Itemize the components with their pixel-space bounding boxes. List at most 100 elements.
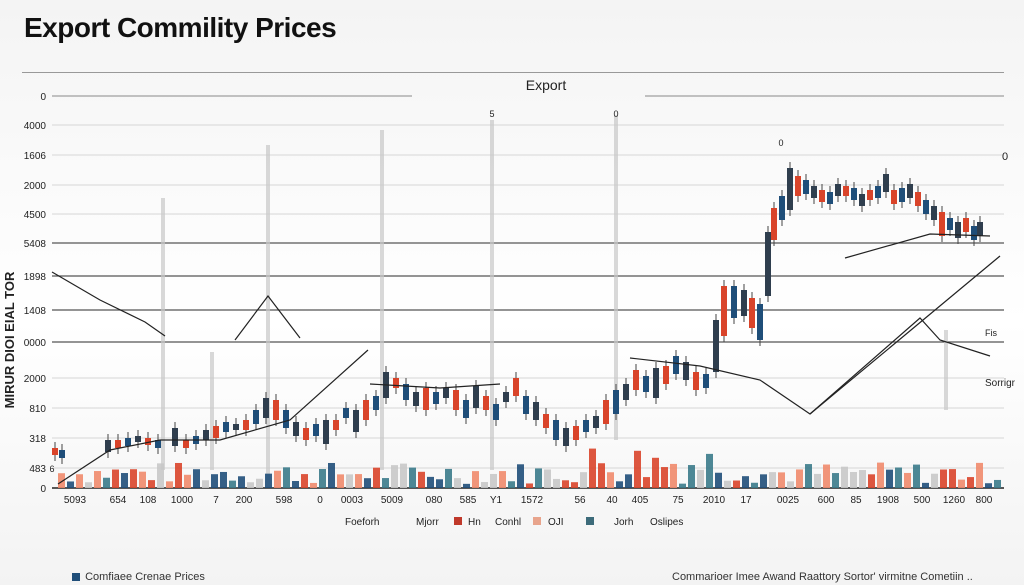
x-tick-label: 5093 xyxy=(64,495,87,506)
candle-body xyxy=(915,192,921,206)
x-tick-label: 7 xyxy=(213,495,219,506)
candle-body xyxy=(811,186,817,198)
candle-body xyxy=(333,420,339,430)
volume-bar xyxy=(409,467,416,488)
volume-bar xyxy=(130,469,137,488)
volume-bar xyxy=(796,469,803,488)
candle-body xyxy=(293,422,299,436)
volume-bar xyxy=(616,481,623,488)
candle-body xyxy=(749,298,755,328)
volume-bar xyxy=(652,457,659,488)
candle-body xyxy=(183,440,189,448)
candle-body xyxy=(393,378,399,388)
x-tick-label: 2010 xyxy=(703,495,726,506)
candle-body xyxy=(653,368,659,398)
candle-body xyxy=(423,388,429,410)
candle-body xyxy=(899,188,905,202)
candle-body xyxy=(765,232,771,296)
volume-bar xyxy=(751,482,758,488)
legend-label: OJI xyxy=(548,517,564,528)
volume-spike xyxy=(944,330,948,410)
y-tick-label: 5408 xyxy=(24,239,47,250)
volume-bar xyxy=(346,474,353,488)
candle-body xyxy=(155,440,161,448)
y-tick-label: 318 xyxy=(29,434,46,445)
candle-body xyxy=(683,362,689,380)
volume-bar xyxy=(256,478,263,488)
candle-body xyxy=(503,392,509,402)
volume-bar xyxy=(319,469,326,488)
volume-bar xyxy=(193,469,200,488)
volume-bar xyxy=(562,480,569,488)
volume-bar xyxy=(454,478,461,488)
volume-bar xyxy=(292,481,299,488)
y-tick-label: 483 xyxy=(29,464,46,475)
trend-line xyxy=(809,255,1001,415)
volume-bar xyxy=(769,472,776,488)
volume-bar xyxy=(778,472,785,488)
candle-body xyxy=(731,286,737,318)
candle-body xyxy=(213,426,219,438)
volume-bar xyxy=(922,482,929,488)
volume-bar xyxy=(976,462,983,488)
y-tick-label: 2000 xyxy=(24,181,47,192)
candle-body xyxy=(643,376,649,392)
volume-bar xyxy=(274,470,281,488)
candle-body xyxy=(145,438,151,445)
volume-bar xyxy=(67,481,74,488)
candle-body xyxy=(303,428,309,440)
candle-body xyxy=(851,188,857,200)
volume-bar xyxy=(517,464,524,488)
legend-label: Conhl xyxy=(495,517,521,528)
annotation-label: 0 xyxy=(613,109,618,119)
volume-bar xyxy=(283,467,290,488)
volume-bar xyxy=(382,478,389,488)
footer-swatch-icon xyxy=(72,573,80,582)
volume-spike xyxy=(614,115,618,440)
volume-bar xyxy=(607,472,614,488)
candle-body xyxy=(603,400,609,424)
volume-bar xyxy=(661,467,668,488)
x-tick-label: 654 xyxy=(110,495,127,506)
candle-body xyxy=(771,208,777,240)
volume-bar xyxy=(544,469,551,488)
candle-body xyxy=(963,218,969,232)
volume-bar xyxy=(94,471,101,488)
volume-bar xyxy=(868,474,875,488)
candle-body xyxy=(977,222,983,236)
volume-bar xyxy=(787,481,794,488)
volume-bar xyxy=(634,450,641,488)
x-tick-label: 56 xyxy=(574,495,586,506)
volume-bar xyxy=(967,477,974,488)
candle-body xyxy=(931,206,937,220)
candle-body xyxy=(721,286,727,336)
candle-body xyxy=(172,428,178,446)
candle-body xyxy=(59,450,65,458)
candle-body xyxy=(757,304,763,340)
candle-body xyxy=(125,438,131,446)
x-tick-label: 405 xyxy=(632,495,649,506)
volume-bar xyxy=(373,467,380,488)
y-tick-label: 810 xyxy=(29,404,46,415)
x-tick-label: 40 xyxy=(606,495,618,506)
candle-body xyxy=(573,426,579,440)
volume-bar xyxy=(85,482,92,488)
volume-bar xyxy=(724,480,731,488)
y-tick-label: 0 xyxy=(40,92,46,103)
volume-bar xyxy=(742,476,749,488)
x-tick-label: 75 xyxy=(672,495,684,506)
volume-bar xyxy=(571,482,578,488)
volume-bar xyxy=(706,453,713,488)
volume-bar xyxy=(166,481,173,488)
volume-bar xyxy=(400,463,407,488)
y-tick-label: 1898 xyxy=(24,272,47,283)
volume-bar xyxy=(238,476,245,488)
x-tick-label: 1908 xyxy=(877,495,900,506)
candle-body xyxy=(283,410,289,428)
candle-body xyxy=(105,440,111,452)
candle-body xyxy=(663,366,669,384)
volume-bar xyxy=(535,468,542,488)
volume-bar xyxy=(328,462,335,488)
candle-body xyxy=(947,218,953,230)
legend-label: Foeforh xyxy=(345,517,379,528)
